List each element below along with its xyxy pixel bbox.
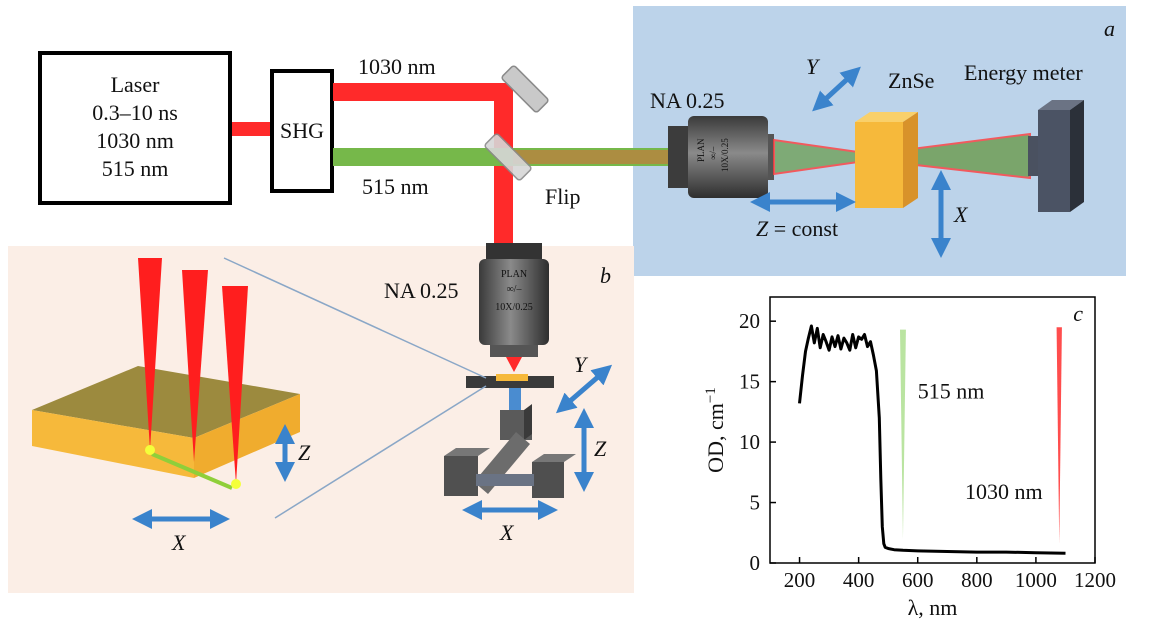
x-tick-label: 1200: [1074, 568, 1116, 592]
objective-b-label: NA 0.25: [384, 278, 459, 303]
focus-cone-b: [506, 357, 522, 372]
svg-text:∞/–: ∞/–: [708, 146, 718, 160]
x-label-b: X: [499, 520, 515, 545]
od-series-line: [798, 324, 1066, 555]
laser-box: Laser 0.3–10 ns 1030 nm 515 nm: [38, 51, 232, 205]
beam-laser-to-shg: [232, 122, 272, 136]
stage: [444, 374, 576, 498]
laser-pulse-duration: 0.3–10 ns: [92, 100, 178, 125]
inset-spot-start: [145, 445, 155, 455]
y-tick-label: 10: [739, 430, 760, 454]
x-tick-label: 1000: [1015, 568, 1057, 592]
panel-b-letter: b: [600, 263, 611, 288]
y-tick-label: 15: [739, 370, 760, 394]
annotation-1030: 1030 nm: [965, 479, 1043, 504]
znse-sample: [855, 112, 918, 208]
z-label-a: Z = const: [756, 216, 838, 241]
inset-scan-path: [151, 452, 233, 490]
energy-meter-label: Energy meter: [964, 60, 1083, 85]
y-axis-label: OD, cm−1: [703, 387, 728, 473]
panel-c-letter: c: [1073, 301, 1083, 326]
objective-b: PLAN ∞/– 10X/0.25: [479, 243, 549, 357]
x-tick-label: 600: [902, 568, 934, 592]
annotation-515: 515 nm: [918, 379, 985, 404]
objective-a: PLAN ∞/– 10X/0.25: [668, 116, 774, 198]
beam-ir-label: 1030 nm: [358, 54, 436, 79]
y-tick-label: 5: [750, 491, 761, 515]
inset-beam-3: [222, 286, 248, 484]
flip-label: Flip: [545, 184, 580, 209]
wedge-1030: [1056, 327, 1062, 544]
x-axis-label: λ, nm: [908, 595, 958, 620]
svg-text:10X/0.25: 10X/0.25: [495, 302, 533, 313]
inset-beam-2: [182, 270, 208, 462]
y-tick-label: 0: [750, 551, 761, 575]
svg-text:PLAN: PLAN: [501, 269, 527, 280]
x-label-a: X: [953, 202, 969, 227]
z-label-inset: Z: [298, 440, 311, 465]
mirror-flip: [484, 133, 532, 181]
objective-a-label: NA 0.25: [650, 88, 725, 113]
wedge-515: [900, 329, 906, 539]
shg-label: SHG: [280, 118, 324, 143]
laser-wavelength-ir: 1030 nm: [96, 128, 174, 153]
x-tick-label: 400: [843, 568, 875, 592]
svg-text:10X/0.25: 10X/0.25: [720, 138, 730, 172]
inset-spot-end: [231, 479, 241, 489]
x-tick-label: 800: [961, 568, 993, 592]
zoom-line-bottom: [274, 385, 487, 519]
od-chart: 200 400 600 800 1000 1200 0 5 10 15 20 λ, nm OD, cm−…: [703, 296, 1116, 620]
laser-wavelength-green: 515 nm: [102, 156, 169, 181]
panel-a-letter: a: [1104, 16, 1115, 41]
shg-box: SHG: [270, 69, 334, 193]
z-label-b: Z: [594, 436, 607, 461]
zoom-line-top: [223, 257, 487, 379]
inset-beam-1: [138, 258, 162, 450]
y-label-b: Y: [574, 352, 589, 377]
beam-green-to-objective: [513, 150, 668, 164]
x-tick-label: 200: [784, 568, 816, 592]
x-label-inset: X: [171, 530, 187, 555]
mirror-top: [501, 65, 549, 113]
beam-ir-horizontal: [333, 83, 513, 101]
svg-text:∞/–: ∞/–: [507, 284, 523, 295]
beam-green-label: 515 nm: [362, 174, 429, 199]
laser-label: Laser: [111, 72, 161, 97]
znse-label: ZnSe: [888, 68, 934, 93]
plot-area: [769, 296, 1096, 564]
y-arrow-a: [812, 66, 861, 112]
y-tick-label: 20: [739, 309, 760, 333]
y-arrow-b: [555, 364, 613, 414]
y-label-a: Y: [806, 54, 821, 79]
svg-text:PLAN: PLAN: [696, 138, 706, 162]
energy-meter: [1028, 100, 1084, 212]
